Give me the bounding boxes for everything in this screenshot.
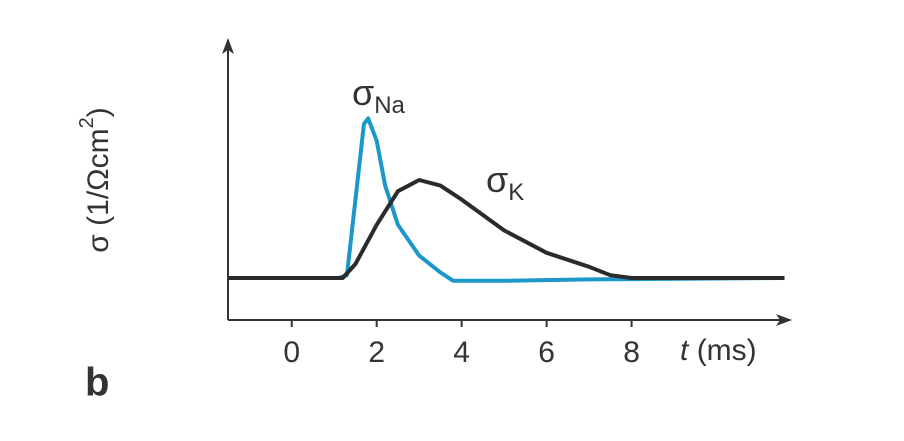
x-axis-var: t [680, 334, 690, 367]
x-tick-label: 0 [283, 336, 300, 369]
series-label: σNa [352, 72, 406, 120]
x-tick-label: 2 [368, 336, 385, 369]
x-axis-label: t (ms) [680, 334, 757, 367]
x-tick-label: 8 [623, 336, 640, 369]
x-axis-unit: (ms) [697, 334, 757, 367]
series-line [228, 116, 785, 283]
series-subscript: K [508, 179, 524, 206]
y-axis-sup: 2 [76, 117, 98, 128]
series-label: σK [486, 159, 524, 207]
series-symbol: σ [352, 72, 374, 113]
y-axis-label: σ (1/Ωcm2) [76, 107, 115, 252]
y-axis-text: σ (1/Ωcm [82, 128, 115, 252]
series-line [228, 178, 785, 280]
series-subscript: Na [374, 92, 405, 119]
series-symbol: σ [486, 159, 508, 200]
panel-label: b [85, 361, 109, 405]
x-tick-label: 4 [453, 336, 470, 369]
x-tick-label: 6 [538, 336, 555, 369]
y-axis-end: ) [82, 107, 115, 117]
